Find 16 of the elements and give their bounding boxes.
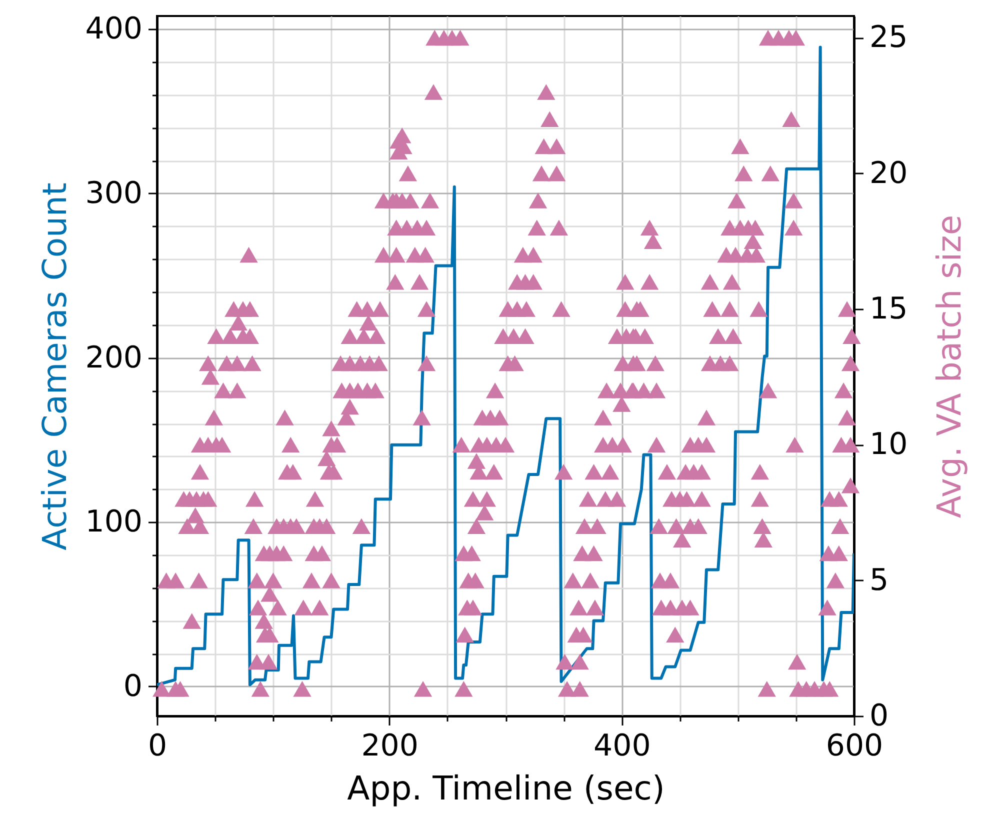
y-tick-label: 100 bbox=[85, 504, 142, 540]
x-tick-label: 200 bbox=[361, 728, 418, 764]
y-tick-label: 300 bbox=[85, 176, 142, 211]
y2-tick-label: 20 bbox=[870, 156, 908, 191]
y-tick-label: 200 bbox=[85, 340, 142, 376]
x-tick-label: 0 bbox=[148, 728, 168, 764]
y2-axis-title: Avg. VA batch size bbox=[930, 214, 969, 518]
y-tick-label: 400 bbox=[85, 12, 142, 47]
y2-tick-label: 25 bbox=[870, 20, 908, 56]
x-axis-title: App. Timeline (sec) bbox=[347, 768, 665, 808]
y2-tick-label: 5 bbox=[870, 562, 889, 598]
y-axis-title: Active Cameras Count bbox=[35, 182, 74, 550]
y2-tick-label: 15 bbox=[870, 292, 908, 327]
y-tick-label: 0 bbox=[123, 668, 142, 704]
y2-tick-label: 10 bbox=[870, 427, 908, 462]
x-tick-label: 400 bbox=[594, 728, 651, 764]
